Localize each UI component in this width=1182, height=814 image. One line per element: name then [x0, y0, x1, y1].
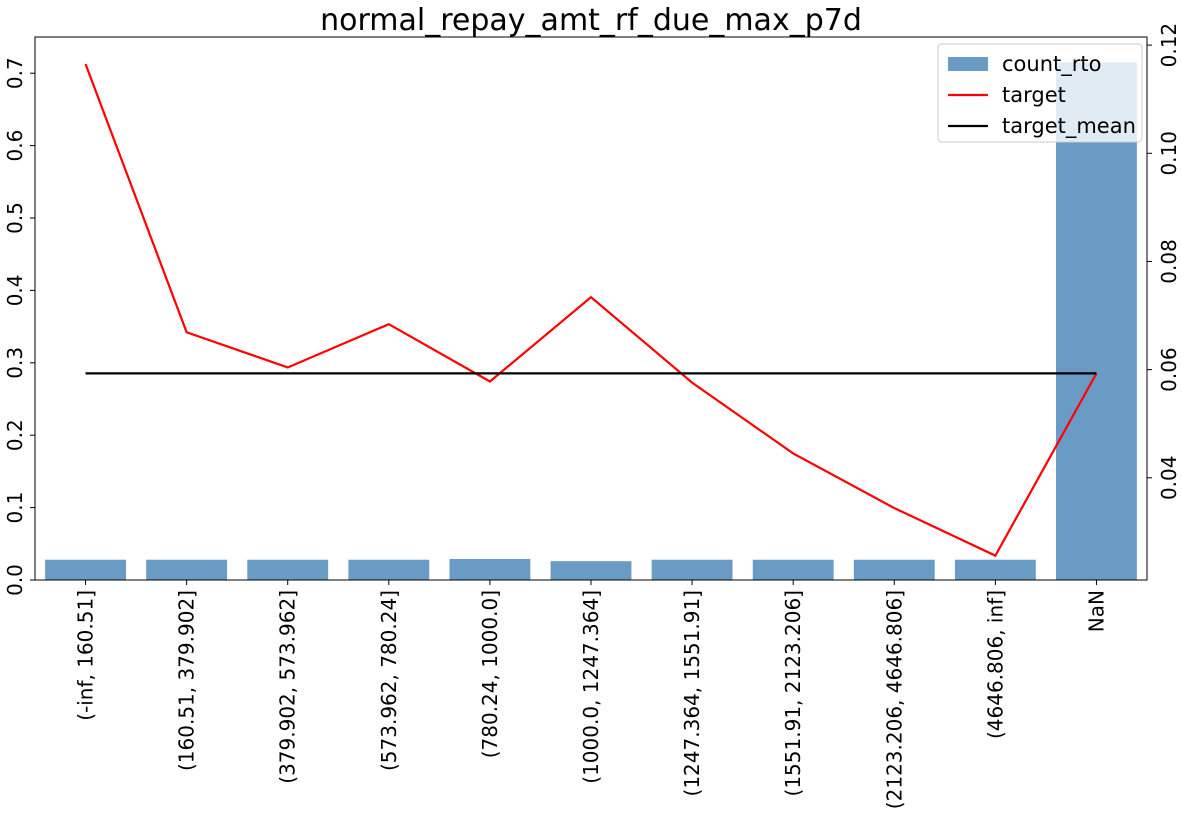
x-tick-label-3: (573.962, 780.24]: [377, 590, 401, 771]
left-tick-label-2: 0.2: [3, 419, 27, 451]
x-tick-label-1: (160.51, 379.902]: [175, 590, 199, 771]
left-tick-label-4: 0.4: [3, 274, 27, 306]
lines-layer: [84, 63, 1098, 558]
right-tick-label-4: 0.12: [1157, 23, 1181, 68]
left-tick-label-1: 0.1: [3, 492, 27, 524]
x-tick-label-0: (-inf, 160.51]: [74, 590, 98, 721]
x-tick-label-2: (379.902, 573.962]: [276, 590, 300, 784]
left-tick-label-6: 0.6: [3, 130, 27, 162]
legend-swatch-count-rto: [948, 57, 988, 71]
bar-8: [853, 559, 935, 580]
bar-1: [146, 559, 228, 580]
left-tick-label-7: 0.7: [3, 57, 27, 89]
x-tick-label-6: (1247.364, 1551.91]: [680, 590, 704, 796]
right-tick-label-2: 0.08: [1157, 239, 1181, 284]
right-tick-label-3: 0.10: [1157, 131, 1181, 176]
right-tick-label-1: 0.06: [1157, 347, 1181, 392]
left-tick-label-5: 0.5: [3, 202, 27, 234]
bar-3: [348, 559, 430, 580]
x-tick-label-7: (1551.91, 2123.206]: [781, 590, 805, 796]
legend-label-count-rto: count_rto: [1002, 52, 1101, 77]
bars-layer: [45, 62, 1137, 580]
chart-title: normal_repay_amt_rf_due_max_p7d: [320, 3, 862, 38]
bar-2: [247, 559, 329, 580]
bar-10: [1056, 62, 1137, 580]
left-tick-label-3: 0.3: [3, 347, 27, 379]
bar-4: [449, 559, 531, 580]
bar-9: [954, 559, 1036, 580]
legend-box: [937, 43, 1143, 143]
legend-label-target: target: [1002, 83, 1066, 107]
x-tick-label-5: (1000.0, 1247.364]: [579, 590, 603, 784]
legend-label-target-mean: target_mean: [1002, 114, 1136, 139]
right-tick-label-0: 0.04: [1157, 456, 1181, 501]
bar-6: [651, 559, 733, 580]
series-line-target: [84, 63, 1098, 558]
bar-5: [550, 561, 632, 580]
x-tick-label-9: (4646.806, inf]: [983, 590, 1007, 739]
bar-0: [45, 559, 126, 580]
bar-7: [752, 559, 834, 580]
x-tick-label-4: (780.24, 1000.0]: [478, 590, 502, 758]
axes-layer: 0.0 0.1 0.2 0.3 0.4 0.5 0.6 0.7 0.04 0.06 0.08 0.10…: [3, 23, 1181, 809]
x-tick-label-8: (2123.206, 4646.806]: [882, 590, 906, 809]
left-tick-label-0: 0.0: [3, 564, 27, 596]
x-tick-label-10: NaN: [1084, 590, 1108, 632]
